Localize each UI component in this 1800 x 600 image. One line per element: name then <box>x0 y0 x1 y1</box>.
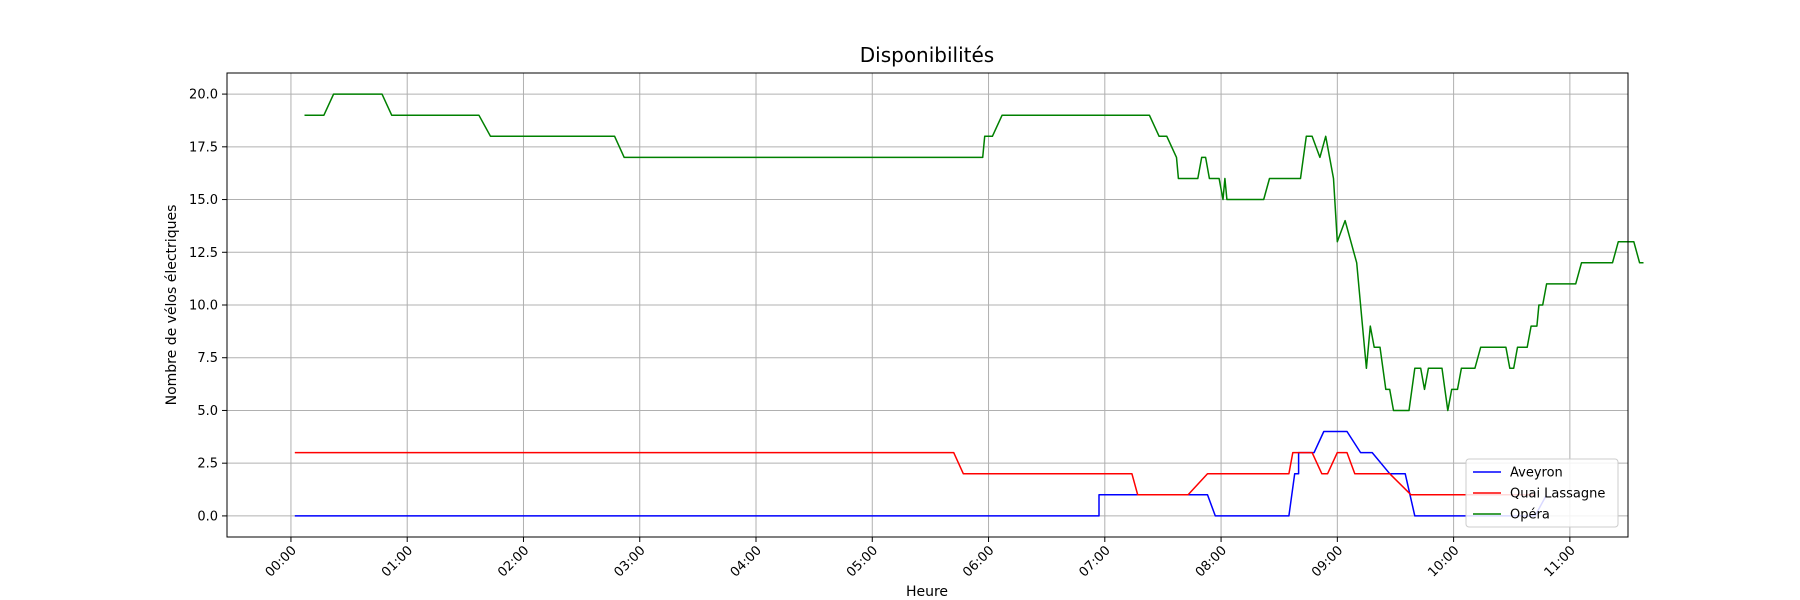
y-axis-label: Nombre de vélos électriques <box>164 205 180 406</box>
y-tick-label: 7.5 <box>197 351 218 366</box>
legend-label: Opéra <box>1510 508 1550 523</box>
series-line-aveyron <box>294 430 1548 517</box>
series-lines <box>294 93 1644 517</box>
y-tick-label: 17.5 <box>189 140 218 155</box>
y-tick-label: 5.0 <box>197 404 218 419</box>
series-line-quai-lassagne <box>294 451 1535 496</box>
legend-box <box>1465 458 1619 528</box>
chart-title: Disponibilités <box>860 43 994 67</box>
y-tick-label: 20.0 <box>189 88 218 103</box>
x-axis-label: Heure <box>906 584 948 600</box>
y-axis-ticks: 0.0 2.5 5.0 7.5 10.0 12.5 15.0 17.5 20.0 <box>189 88 227 524</box>
y-tick-label: 0.0 <box>197 509 218 524</box>
y-tick-label: 10.0 <box>189 299 218 314</box>
legend: Aveyron Quai Lassagne Opéra <box>1465 458 1619 528</box>
legend-label: Quai Lassagne <box>1510 487 1605 502</box>
y-tick-label: 2.5 <box>197 457 218 472</box>
legend-label: Aveyron <box>1510 466 1563 481</box>
grid <box>227 73 1628 537</box>
y-tick-label: 15.0 <box>189 193 218 208</box>
series-line-op-ra <box>304 93 1644 412</box>
y-tick-label: 12.5 <box>189 246 218 261</box>
